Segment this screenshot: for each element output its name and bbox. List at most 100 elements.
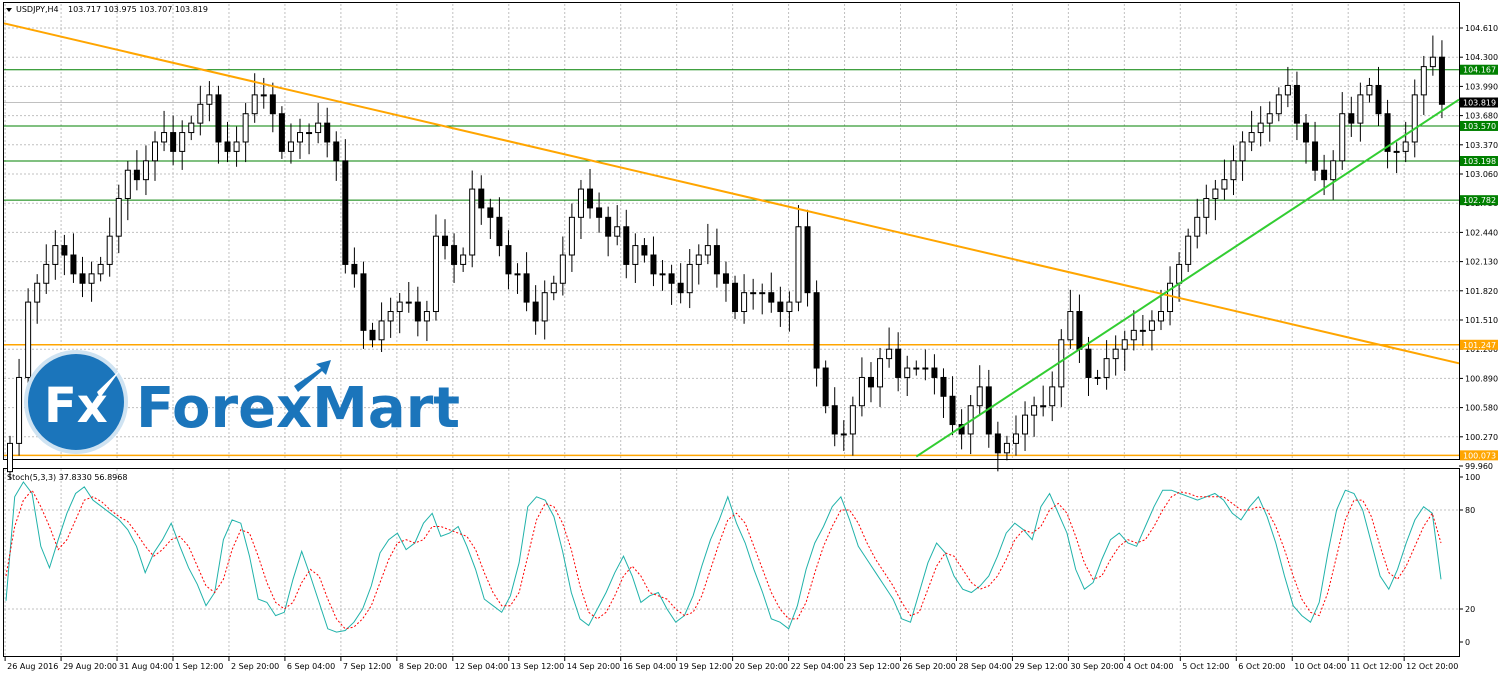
candle-body [623, 226, 630, 265]
candle-body [414, 301, 421, 322]
price-tick-label: 104.610 [1465, 24, 1498, 33]
price-tick-label: 100.580 [1465, 404, 1498, 413]
candle-body [886, 348, 893, 360]
candle-body [1302, 122, 1309, 143]
candle-body [541, 292, 548, 322]
stoch-k-line [5, 481, 1442, 633]
candle-body [387, 311, 394, 322]
candle-body [224, 141, 231, 152]
candle-body [577, 188, 584, 218]
candle-body [34, 282, 41, 303]
candle-body [686, 263, 693, 294]
time-tick-label: 6 Sep 04:00 [287, 662, 335, 671]
candle-body [732, 282, 739, 313]
time-tick-label: 12 Oct 20:00 [1406, 662, 1458, 671]
candle-body [233, 141, 240, 152]
price-tick-label: 102.130 [1465, 258, 1498, 267]
candle-body [668, 273, 675, 284]
level-tags: 104.167 103.570 103.198 102.782 101.247 100.0… [1460, 64, 1498, 461]
candle-body [442, 235, 449, 247]
candle-body [70, 254, 77, 275]
candle-body [750, 292, 757, 295]
horizontal-levels[interactable] [4, 69, 1459, 457]
stoch-d-line [5, 489, 1442, 630]
time-tick-label: 5 Oct 12:00 [1182, 662, 1229, 671]
candle-body [777, 301, 784, 313]
candle-body [1221, 179, 1228, 190]
candle-body [324, 122, 331, 143]
candle-body [242, 113, 249, 143]
candle-body [1438, 56, 1445, 105]
trendline-support [915, 98, 1460, 458]
triangle-down-icon[interactable] [6, 8, 12, 12]
candle-body [1176, 263, 1183, 284]
candle-body [1031, 405, 1038, 416]
candle-body [1411, 94, 1418, 143]
time-tick-label: 6 Oct 20:00 [1238, 662, 1285, 671]
candle-body [460, 254, 467, 265]
price-tick-label: 103.680 [1465, 112, 1498, 121]
level-tag-bg [1460, 120, 1498, 131]
candle-body [378, 320, 385, 341]
candle-body [587, 188, 594, 209]
time-tick-label: 28 Sep 04:00 [958, 662, 1011, 671]
candle-body [1348, 113, 1355, 124]
candle-body [840, 433, 847, 436]
candle-body [1366, 84, 1373, 96]
candle-body [822, 367, 829, 407]
candle-body [351, 263, 358, 275]
trendlines[interactable] [3, 22, 1460, 458]
symbol-label: USDJPY,H4 [16, 5, 59, 14]
candle-body [152, 141, 159, 162]
candle-body [976, 386, 983, 407]
candle-body [1384, 113, 1391, 152]
candle-body [306, 132, 313, 135]
level-tag-label: 103.570 [1463, 122, 1496, 131]
candle-body [251, 94, 258, 115]
candle-body [1157, 311, 1164, 322]
candle-body [650, 254, 657, 275]
current-price-tag-label: 103.819 [1463, 99, 1496, 108]
candle-body [423, 311, 430, 322]
candle-body [1112, 348, 1119, 360]
level-tag-label: 103.198 [1463, 157, 1496, 166]
candle-body [695, 254, 702, 265]
candle-body [895, 348, 902, 378]
candle-body [79, 273, 86, 284]
time-tick-label: 30 Sep 20:00 [1070, 662, 1123, 671]
candle-body [614, 226, 621, 237]
price-tick-label: 101.510 [1465, 316, 1498, 325]
forexmart-logo: Fx ForexMart [24, 350, 460, 454]
indicator-pane-frame [3, 468, 1460, 657]
price-tick-label: 101.820 [1465, 287, 1498, 296]
price-tick-label: 104.300 [1465, 53, 1498, 62]
candle-body [1284, 84, 1291, 96]
price-tick-label: 102.440 [1465, 228, 1498, 237]
time-tick-label: 2 Sep 20:00 [231, 662, 279, 671]
candle-body [722, 273, 729, 284]
candle-body [16, 376, 23, 444]
candle-body [342, 160, 349, 265]
time-tick-label: 20 Sep 20:00 [735, 662, 788, 671]
candle-body [877, 358, 884, 388]
candle-body [487, 207, 494, 218]
candle-body [559, 254, 566, 284]
candle-body [1121, 339, 1128, 350]
candle-body [1130, 329, 1137, 341]
time-tick-label: 8 Sep 20:00 [399, 662, 447, 671]
candle-body [922, 367, 929, 370]
candle-body [1330, 160, 1337, 181]
time-tick-label: 7 Sep 12:00 [343, 662, 391, 671]
candle-body [142, 160, 149, 181]
time-axis: 26 Aug 2016 29 Aug 20:00 31 Aug 04:00 1 Sep… [4, 657, 1458, 671]
candle-body [1266, 113, 1273, 124]
candle-body [1339, 113, 1346, 162]
stochastic-lines [5, 481, 1442, 633]
candle-body [1275, 94, 1282, 115]
price-tick-label: 100.270 [1465, 433, 1498, 442]
level-tag-bg [1460, 156, 1498, 167]
time-tick-label: 10 Oct 04:00 [1294, 662, 1346, 671]
candle-body [858, 376, 865, 407]
candle-body [605, 216, 612, 237]
